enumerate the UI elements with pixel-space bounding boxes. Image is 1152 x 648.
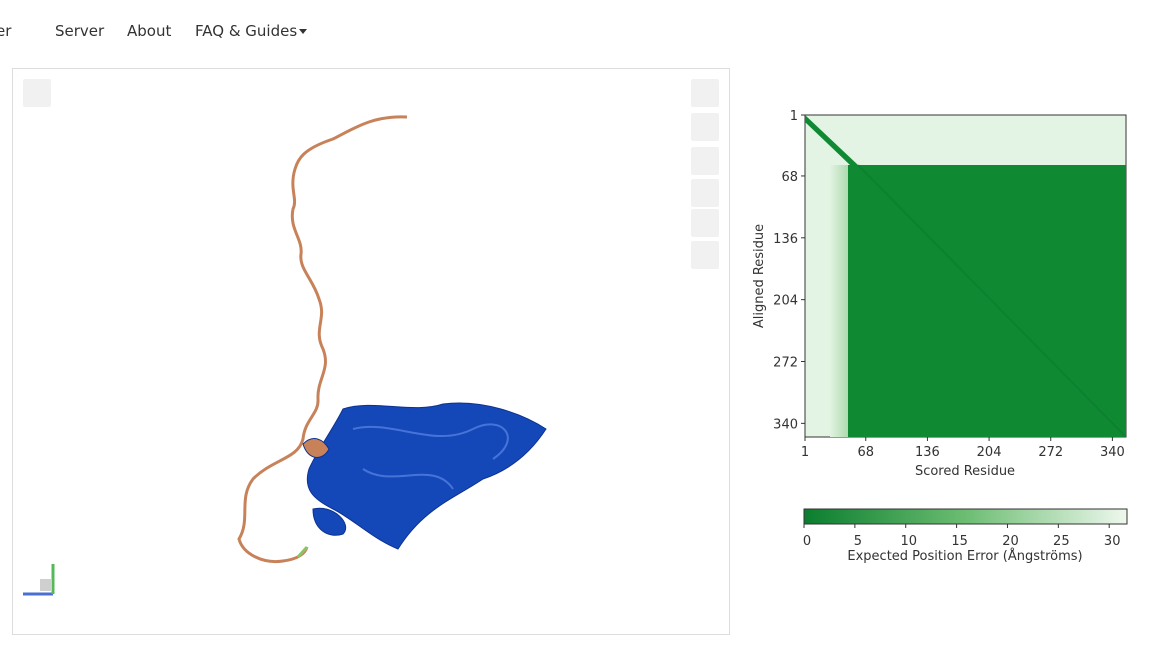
structure-viewer[interactable] xyxy=(12,68,730,635)
y-axis-label: Aligned Residue xyxy=(752,224,767,328)
colorbar-tick-label: 20 xyxy=(1002,534,1019,549)
colorbar-tick-label: 15 xyxy=(951,534,968,549)
colorbar-tick-label: 10 xyxy=(900,534,917,549)
y-tick-label: 68 xyxy=(781,170,798,185)
protein-render xyxy=(23,115,547,596)
colorbar xyxy=(803,508,1128,525)
x-axis-label: Scored Residue xyxy=(915,464,1015,479)
colorbar-label: Expected Position Error (Ångströms) xyxy=(847,548,1082,564)
y-tick-label: 136 xyxy=(773,232,798,247)
heatmap-region xyxy=(848,165,1126,437)
colorbar-tick-label: 0 xyxy=(803,534,811,549)
settings-button[interactable] xyxy=(691,209,719,237)
x-tick-label: 1 xyxy=(801,445,809,460)
select-button[interactable] xyxy=(691,241,719,269)
navbar: er Server About FAQ & Guides xyxy=(0,0,1152,62)
toolbar-button[interactable] xyxy=(691,113,719,141)
x-tick-label: 136 xyxy=(915,445,940,460)
y-tick-label: 204 xyxy=(773,294,798,309)
heatmap-diagonal xyxy=(857,164,1127,438)
colorbar-tick-label: 25 xyxy=(1053,534,1070,549)
y-tick-label: 340 xyxy=(773,417,798,432)
nav-link[interactable]: Server xyxy=(55,22,105,40)
brand[interactable]: er xyxy=(0,22,12,40)
x-tick-label: 68 xyxy=(857,445,874,460)
expand-button[interactable] xyxy=(691,179,719,207)
colorbar-tick-label: 5 xyxy=(854,534,862,549)
colorbar-tick-label: 30 xyxy=(1104,534,1121,549)
heatmap-region xyxy=(830,165,850,437)
toolbar-button[interactable] xyxy=(691,147,719,175)
y-tick-label: 272 xyxy=(773,356,798,371)
nav-link[interactable]: About xyxy=(127,22,172,40)
x-tick-label: 340 xyxy=(1100,445,1125,460)
nav-link[interactable]: FAQ & Guides xyxy=(195,22,298,40)
x-tick-label: 272 xyxy=(1038,445,1063,460)
y-tick-label: 1 xyxy=(790,109,798,124)
heatmap-diagonal xyxy=(805,115,858,165)
reset-button[interactable] xyxy=(691,79,719,107)
dropdown-caret[interactable] xyxy=(298,28,308,36)
toolbar-button[interactable] xyxy=(23,79,51,107)
x-tick-label: 204 xyxy=(977,445,1002,460)
